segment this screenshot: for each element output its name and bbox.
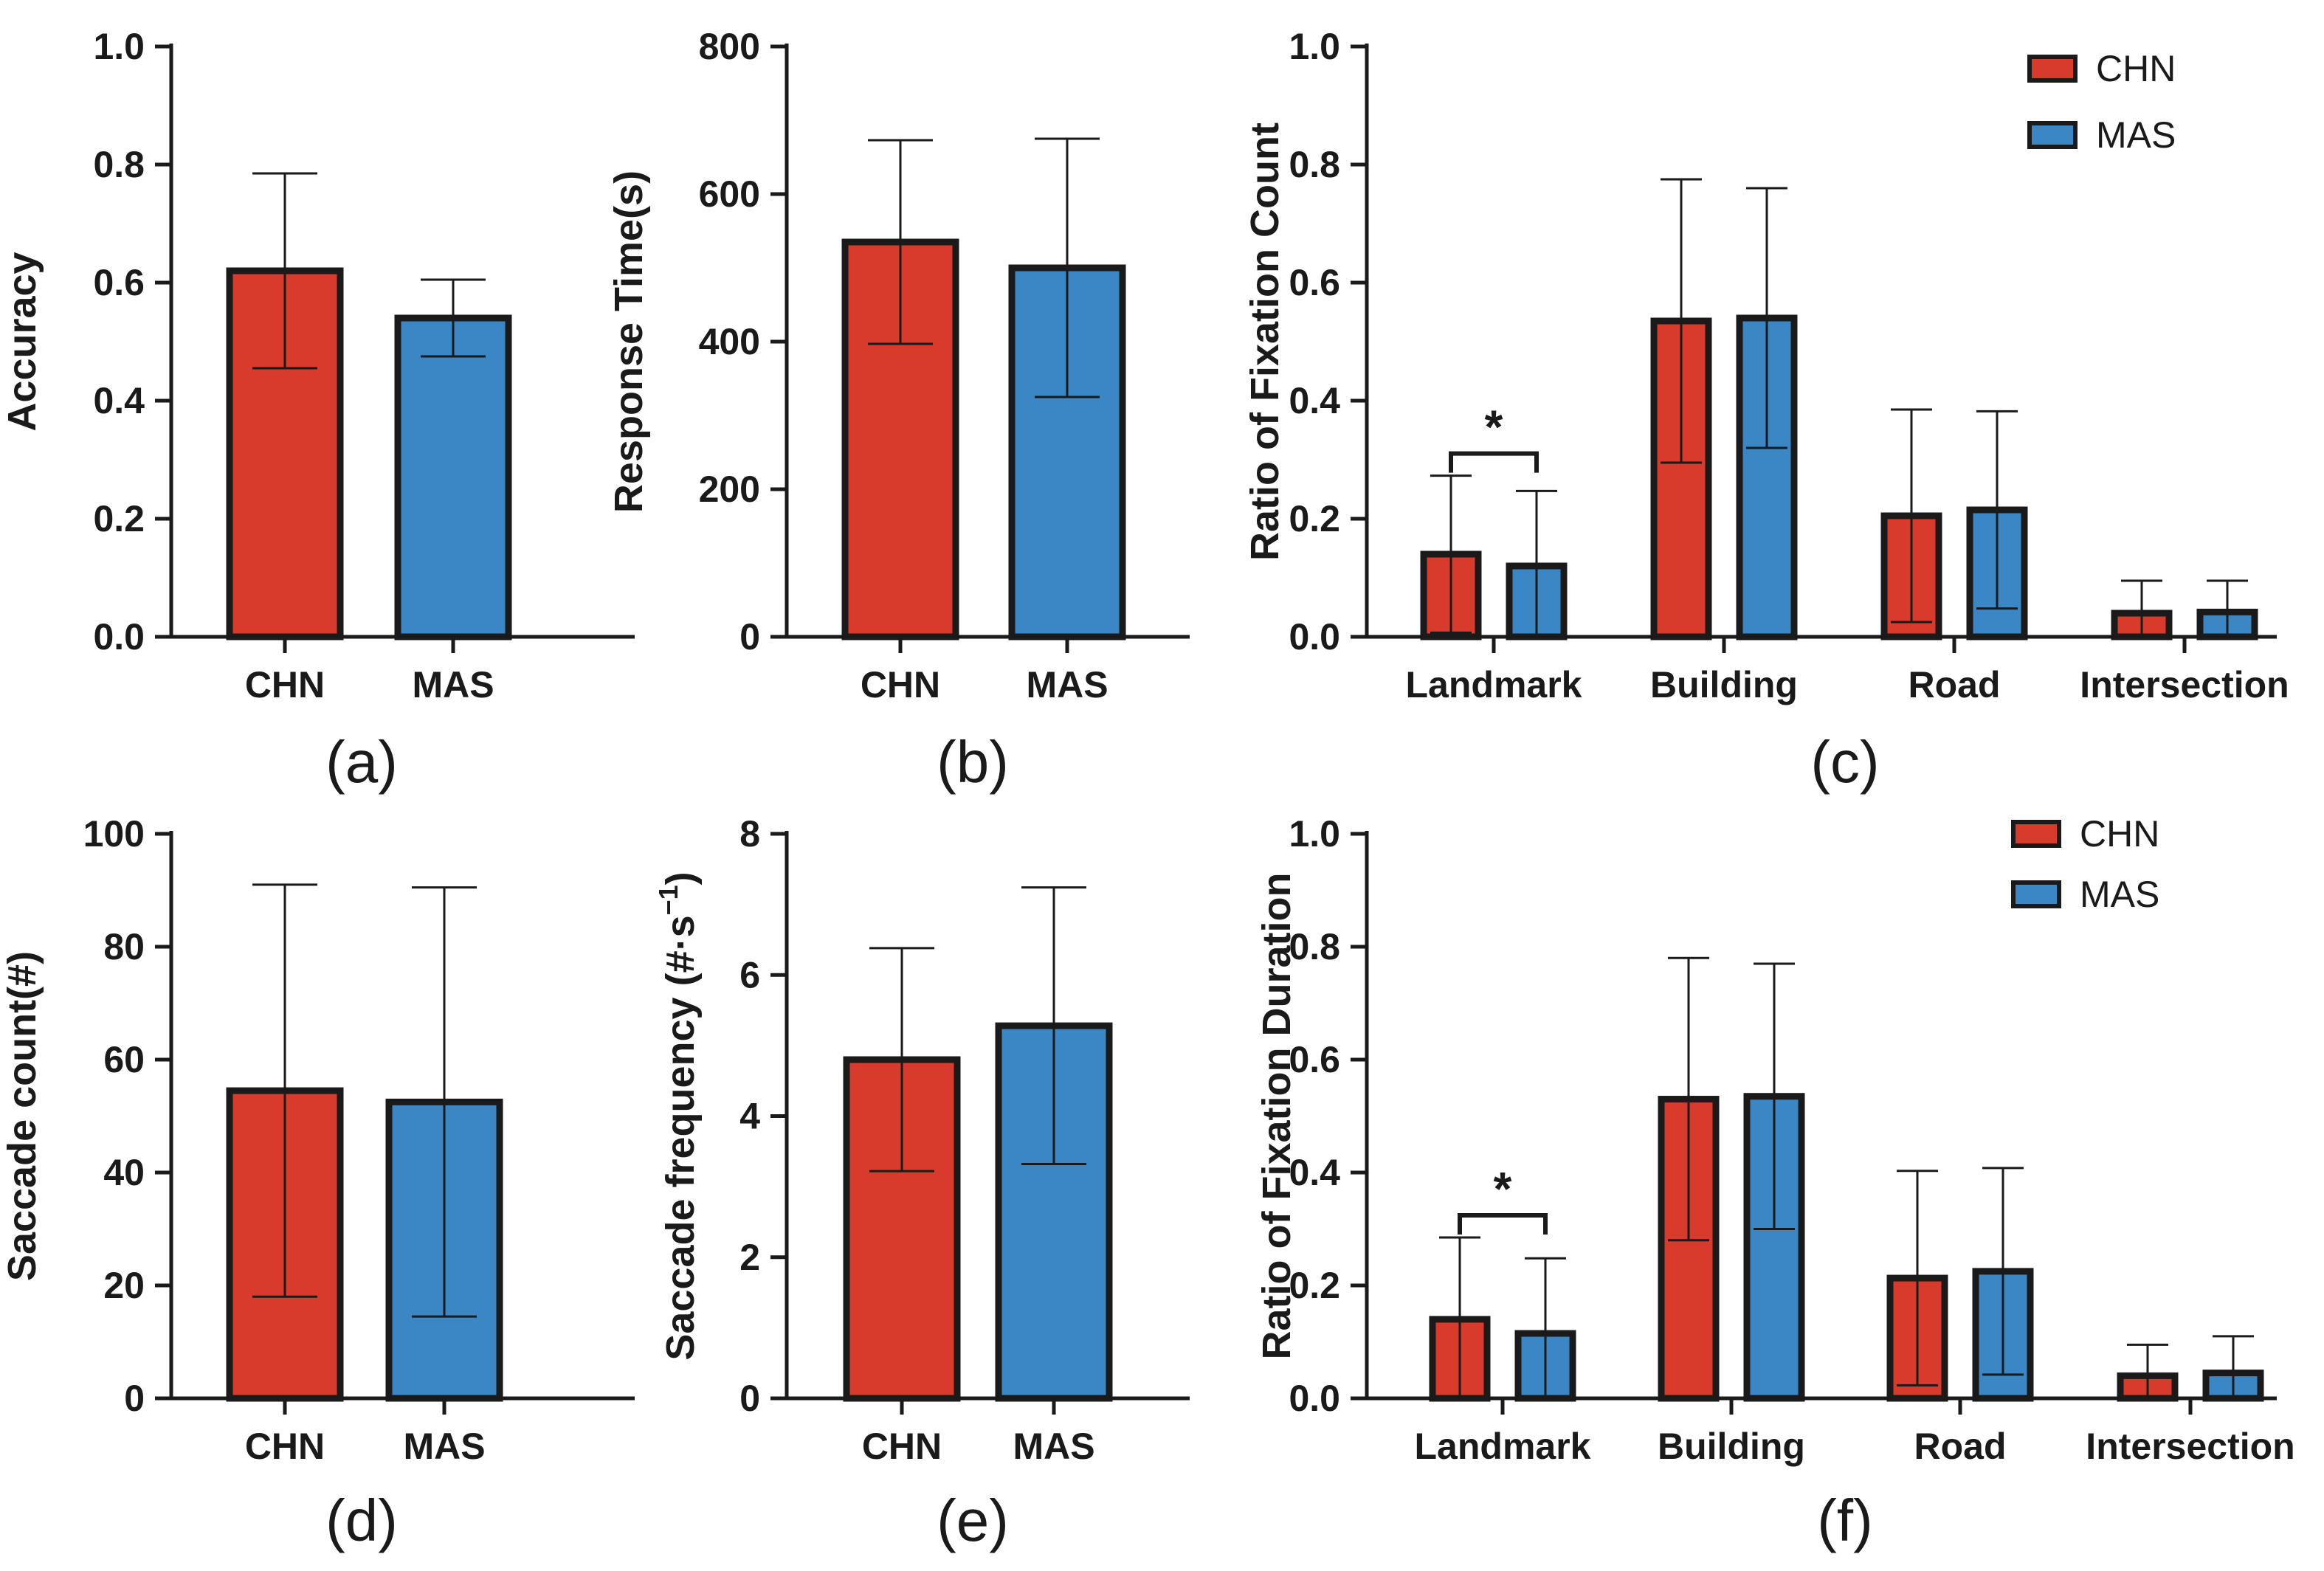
- y-tick-label: 0: [124, 1378, 145, 1419]
- y-axis-title: Ratio of Fixation Count: [1243, 122, 1287, 561]
- y-axis-title-suffix: ): [658, 871, 703, 885]
- y-tick-label: 60: [103, 1039, 145, 1080]
- y-axis-title-text: Saccade frequency (#·s: [658, 915, 703, 1360]
- y-tick-label: 800: [699, 26, 760, 67]
- y-tick-label: 0.0: [1289, 616, 1340, 657]
- y-tick-label: 1.0: [1289, 813, 1340, 854]
- x-category-label: Intersection: [2086, 1426, 2294, 1467]
- x-category-label: Intersection: [2080, 664, 2289, 705]
- significance-star: *: [1485, 401, 1503, 454]
- x-category-label: MAS: [412, 664, 494, 705]
- y-tick-label: 0.2: [1289, 1265, 1340, 1306]
- y-axis-title-superscript: −1: [653, 885, 683, 915]
- x-category-label: MAS: [1013, 1426, 1094, 1467]
- y-tick-label: 1.0: [93, 26, 145, 67]
- y-tick-label: 4: [739, 1096, 760, 1137]
- y-axis-title-text: Ratio of Fixation Duration: [1255, 873, 1299, 1360]
- chart-panel-e: 0 2 4 6 8 Saccade frequency (#·s−1) CHN MAS(e): [653, 813, 1190, 1553]
- y-tick-label: 0.2: [93, 498, 145, 539]
- panel-label: (e): [937, 1488, 1009, 1553]
- legend-label-mas: MAS: [2080, 874, 2159, 915]
- y-axis-title-text: Response Time(s): [607, 170, 651, 513]
- y-tick-label: 600: [699, 173, 760, 215]
- x-category-label: Building: [1650, 664, 1798, 705]
- y-tick-label: 80: [103, 926, 145, 967]
- chart-panel-a: 0.0 0.2 0.4 0.6 0.8 1.0 Accuracy CHN MAS (a): [0, 26, 635, 795]
- y-tick-label: 40: [103, 1152, 145, 1193]
- y-axis-title-text: Ratio of Fixation Count: [1243, 122, 1287, 561]
- y-axis-title-text: Accuracy: [0, 252, 44, 431]
- x-category-label: CHN: [245, 664, 325, 705]
- x-category-label: Landmark: [1406, 664, 1582, 705]
- y-tick-label: 200: [699, 469, 760, 510]
- y-tick-label: 0.0: [93, 616, 145, 657]
- y-tick-label: 0.2: [1289, 498, 1340, 539]
- y-tick-label: 400: [699, 321, 760, 362]
- x-category-label: CHN: [862, 1426, 942, 1467]
- x-category-label: Road: [1908, 664, 2001, 705]
- legend-swatch-mas: [2011, 880, 2061, 908]
- bar-chn: [843, 1056, 961, 1402]
- legend-label-mas: MAS: [2096, 114, 2176, 156]
- significance-bracket: [1458, 1212, 1548, 1235]
- x-category-label: MAS: [1026, 664, 1108, 705]
- x-category-label: Building: [1658, 1426, 1805, 1467]
- chart-panel-f: 0.0 0.2 0.4 0.6 0.8 1.0 Ratio of Fixation Dura…: [1255, 813, 2295, 1553]
- y-axis-title-text: Saccade count(#): [0, 951, 44, 1281]
- y-tick-label: 0.6: [1289, 1039, 1340, 1080]
- y-tick-label: 2: [739, 1237, 760, 1278]
- y-tick-label: 0.6: [93, 262, 145, 303]
- legend-swatch-chn: [2011, 820, 2061, 848]
- significance-bracket: [1449, 451, 1539, 473]
- y-tick-label: 0: [739, 1378, 760, 1419]
- y-tick-label: 0.8: [1289, 926, 1340, 967]
- x-category-label: MAS: [403, 1426, 485, 1467]
- y-axis-title: Accuracy: [0, 252, 44, 431]
- panel-label: (a): [325, 729, 398, 795]
- y-tick-label: 0.4: [93, 380, 145, 421]
- legend-swatch-mas: [2027, 121, 2078, 149]
- y-tick-label: 100: [83, 813, 145, 854]
- y-tick-label: 6: [739, 954, 760, 995]
- y-axis-title: Saccade frequency (#·s−1): [653, 871, 703, 1360]
- panel-label: (f): [1817, 1488, 1873, 1553]
- y-tick-label: 0.6: [1289, 262, 1340, 303]
- chart-panel-c: 0.0 0.2 0.4 0.6 0.8 1.0 Ratio of Fixation Coun…: [1243, 26, 2289, 795]
- panel-label: (c): [1810, 729, 1879, 795]
- y-tick-label: 0: [739, 616, 760, 657]
- x-category-label: CHN: [861, 664, 940, 705]
- y-tick-label: 20: [103, 1265, 145, 1306]
- y-axis-title: Response Time(s): [607, 170, 651, 513]
- bar-mas: [394, 314, 512, 641]
- y-tick-label: 8: [739, 813, 760, 854]
- y-tick-label: 0.4: [1289, 380, 1340, 421]
- legend-label-chn: CHN: [2080, 813, 2159, 854]
- y-tick-label: 0.8: [93, 144, 145, 185]
- legend-swatch-chn: [2027, 55, 2078, 83]
- y-tick-label: 0.8: [1289, 144, 1340, 185]
- significance-star: *: [1494, 1162, 1512, 1215]
- y-tick-label: 1.0: [1289, 26, 1340, 67]
- x-category-label: CHN: [245, 1426, 325, 1467]
- x-category-label: Landmark: [1415, 1426, 1591, 1467]
- panel-label: (b): [937, 729, 1009, 795]
- chart-panel-d: 0 20 40 60 80 100 Saccade count(#) CHN MAS(d): [0, 813, 635, 1553]
- y-tick-label: 0.0: [1289, 1378, 1340, 1419]
- y-tick-label: 0.4: [1289, 1152, 1340, 1193]
- y-axis-title: Ratio of Fixation Duration: [1255, 873, 1299, 1360]
- panel-label: (d): [325, 1488, 398, 1553]
- y-axis-title: Saccade count(#): [0, 951, 44, 1281]
- legend-label-chn: CHN: [2096, 48, 2176, 89]
- x-category-label: Road: [1914, 1426, 2007, 1467]
- chart-panel-b: 0 200 400 600 800 Response Time(s) CHN MAS (b): [607, 26, 1190, 795]
